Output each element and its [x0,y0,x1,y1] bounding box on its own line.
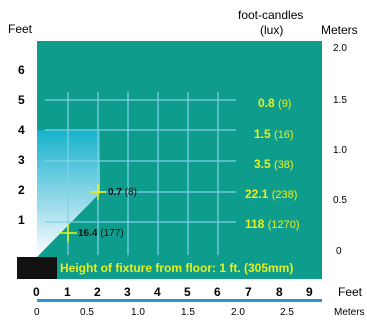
right-tick-label: 1.5 [333,95,347,106]
measure-point-marker [90,184,106,200]
bottom-feet-title: Feet [338,285,363,299]
right-tick-label: 1.0 [333,145,347,156]
reading-lux: (238) [271,189,298,201]
bottom-meters-tick: 2.0 [231,307,245,318]
bottom-meters-title: Meters [334,307,365,318]
reading-lux: (9) [278,98,292,110]
bottom-feet-tick: 3 [124,285,131,299]
bottom-meters-tick: 1.5 [181,307,195,318]
bottom-feet-tick: 9 [306,285,313,299]
reading-row: 22.1 (238) [245,187,297,201]
bottom-feet-tick: 7 [245,285,252,299]
bottom-meters-tick: 2.5 [280,307,294,318]
grid [45,92,236,255]
bottom-feet-tick: 6 [214,285,221,299]
measure-point-marker [59,224,77,242]
reading-fc: 1.5 [254,127,271,141]
reading-row: 3.5 (38) [254,157,294,171]
bottom-meters-tick: 0 [34,307,40,318]
bottom-feet-tick: 8 [276,285,283,299]
fixture-height-label: Height of fixture from floor: 1 ft. (305… [60,261,294,275]
left-tick-label: 3 [18,153,25,167]
point-lux: (177) [100,228,124,239]
reading-lux: (38) [274,159,294,171]
reading-row: 0.8 (9) [258,96,291,110]
reading-row: 1.5 (16) [254,127,294,141]
right-tick-label: 0 [336,246,342,257]
left-tick-label: 4 [18,123,25,137]
reading-fc: 118 [245,217,265,231]
point-lux: (8) [124,187,137,198]
bottom-feet-tick: 5 [184,285,191,299]
feet-axis-title: Feet [8,22,33,36]
lux-title: (lux) [260,23,284,37]
left-tick-label: 6 [18,63,25,77]
height-banner [57,257,322,279]
right-tick-label: 2.0 [333,43,347,54]
fixture-block [17,257,57,279]
bottom-feet-tick: 1 [64,285,71,299]
bottom-feet-tick: 0 [33,285,40,299]
left-tick-label: 5 [18,93,25,107]
bottom-feet-tick: 2 [94,285,101,299]
point-label: 16.4 (177) [78,228,124,239]
bottom-meters-tick: 1.0 [131,307,145,318]
reading-row: 118 (1270) [245,217,300,231]
reading-lux: (16) [274,129,294,141]
point-fc: 0.7 [108,187,122,198]
reading-lux: (1270) [267,219,300,231]
point-fc: 16.4 [78,228,98,239]
point-label: 0.7 (8) [108,187,137,198]
bottom-axis-line [37,299,322,302]
right-tick-label: 0.5 [333,195,347,206]
reading-fc: 3.5 [254,157,271,171]
bottom-meters-tick: 0.5 [80,307,94,318]
left-tick-label: 1 [18,213,25,227]
reading-fc: 22.1 [245,187,269,201]
bottom-feet-tick: 4 [154,285,161,299]
meters-axis-title: Meters [321,23,358,37]
reading-fc: 0.8 [258,96,275,110]
left-tick-label: 2 [18,183,25,197]
foot-candles-title: foot-candles [238,8,304,22]
